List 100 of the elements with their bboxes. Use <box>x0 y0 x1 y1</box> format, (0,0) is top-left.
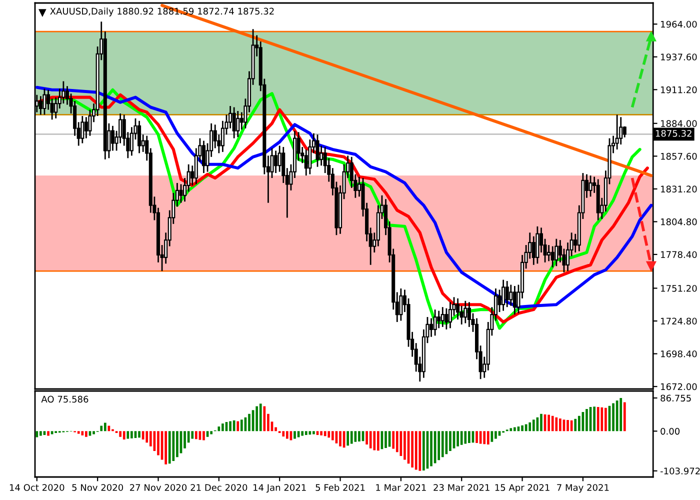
bar <box>100 426 103 432</box>
bar <box>483 431 486 444</box>
y-tick-label: -103.972 <box>660 468 700 474</box>
x-tick-label: 14 Jan 2021 <box>254 484 306 493</box>
chart-title: AO 75.586 <box>41 396 88 403</box>
bar <box>384 431 387 448</box>
bar <box>236 421 240 432</box>
bar <box>350 431 353 444</box>
candlestick <box>42 88 46 116</box>
bar <box>486 431 490 445</box>
bar <box>369 431 372 448</box>
y-tick-label: 1857.60 <box>661 152 697 160</box>
x-tick-label: 1 Mar 2021 <box>376 484 426 491</box>
bar <box>593 406 596 432</box>
bar <box>332 431 334 440</box>
candlestick <box>80 115 84 144</box>
bar <box>263 406 266 432</box>
bar <box>404 431 406 460</box>
y-tick-label: 1831.20 <box>661 186 697 192</box>
bar <box>574 418 577 432</box>
bar <box>514 427 516 432</box>
bar <box>168 431 171 464</box>
candlestick <box>505 280 509 308</box>
bar <box>468 431 470 443</box>
bar <box>422 431 425 470</box>
bar <box>494 431 497 439</box>
bar <box>373 431 376 450</box>
bar <box>377 431 380 451</box>
bar <box>126 431 130 439</box>
candlestick <box>84 116 88 139</box>
candlestick <box>467 301 471 328</box>
y-tick-label: 1884.00 <box>661 120 697 127</box>
bar <box>324 431 326 436</box>
bar <box>194 431 198 440</box>
x-tick-label: 27 Nov 2020 <box>130 484 187 491</box>
bar <box>40 431 42 436</box>
bar <box>612 403 614 432</box>
bar <box>312 431 315 434</box>
bar <box>476 431 478 443</box>
bar <box>146 431 148 443</box>
bar <box>521 425 524 432</box>
bar <box>623 402 626 432</box>
bar <box>210 431 213 434</box>
candlestick <box>304 148 308 176</box>
bar <box>411 431 414 468</box>
candlestick <box>274 150 278 174</box>
candlestick <box>179 184 183 204</box>
bar <box>138 431 140 438</box>
bar <box>77 431 80 434</box>
bar <box>358 431 360 442</box>
candlestick <box>278 145 282 172</box>
candlestick <box>502 279 506 312</box>
bar <box>240 420 243 432</box>
bar <box>328 431 330 438</box>
bar <box>414 431 418 470</box>
candlestick <box>532 236 536 266</box>
bar <box>294 431 296 439</box>
candlestick <box>550 246 554 268</box>
candlestick <box>316 134 320 168</box>
bar <box>510 428 512 432</box>
bar <box>259 404 262 432</box>
bar <box>36 431 38 438</box>
bar <box>346 431 350 446</box>
candlestick <box>464 300 468 324</box>
candlestick <box>512 285 516 316</box>
x-tick-label: 21 Dec 2020 <box>190 484 248 491</box>
bar <box>616 400 618 432</box>
y-tick-label: 1698.40 <box>661 350 697 358</box>
x-tick-label: 15 Apr 2021 <box>495 484 550 493</box>
bar <box>172 431 175 461</box>
bar <box>438 431 440 460</box>
candlestick <box>619 116 623 146</box>
bar <box>218 426 220 432</box>
y-tick-label: 1964.00 <box>661 20 697 28</box>
bar <box>130 431 133 438</box>
bar <box>460 431 463 445</box>
bar <box>92 431 95 434</box>
candlestick <box>437 310 441 329</box>
bar <box>620 398 622 432</box>
bar <box>191 431 194 439</box>
bar <box>548 414 550 432</box>
candlestick <box>444 308 448 330</box>
y-tick-label: 86.755 <box>660 394 691 402</box>
candlestick <box>110 125 115 152</box>
bar <box>366 431 368 445</box>
bar <box>286 431 288 439</box>
candlestick <box>547 244 551 262</box>
bar <box>532 420 535 432</box>
candlestick <box>509 284 513 307</box>
bar <box>256 406 258 432</box>
y-tick-label: 1751.20 <box>661 284 697 292</box>
bar <box>308 431 312 435</box>
y-tick-label: 1724.80 <box>661 318 697 325</box>
bar <box>586 408 588 432</box>
candlestick <box>236 110 240 138</box>
bar <box>396 431 398 452</box>
candlestick <box>498 289 502 313</box>
candlestick <box>38 95 42 116</box>
bar <box>304 431 308 435</box>
candlestick <box>433 308 437 336</box>
